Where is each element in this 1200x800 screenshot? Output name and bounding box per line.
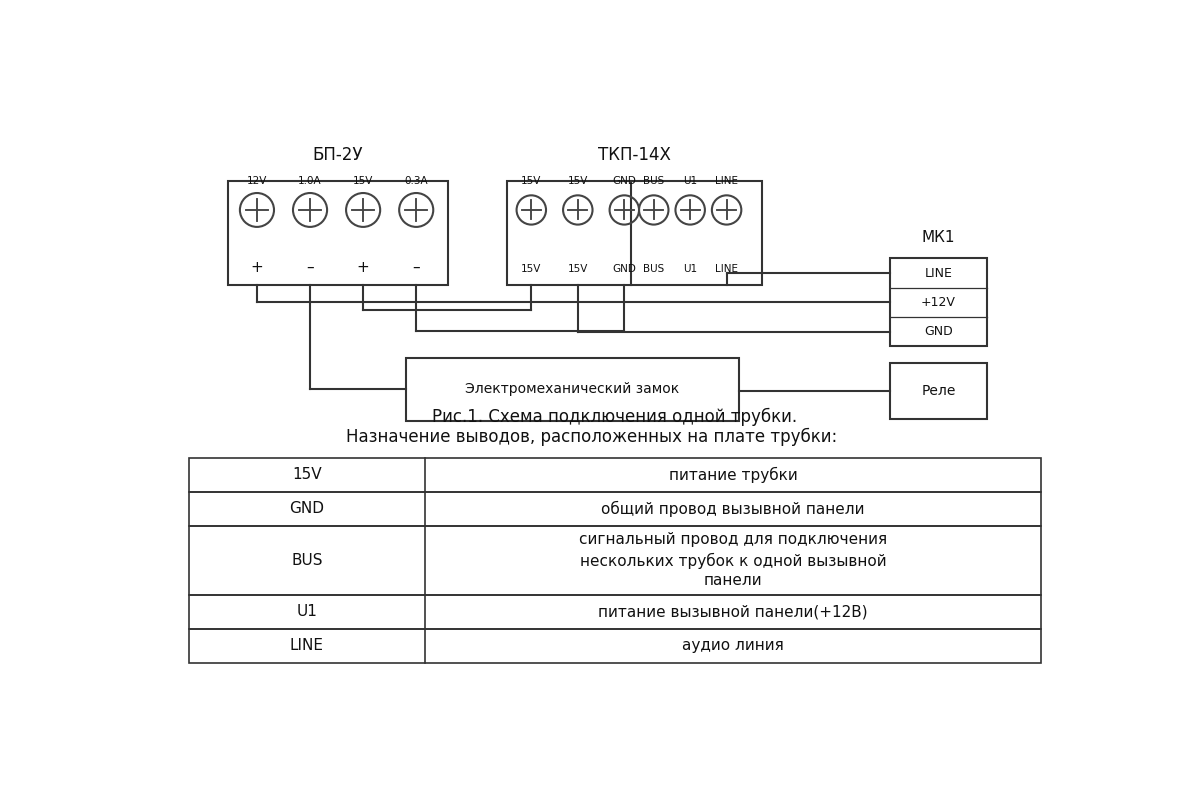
Text: Реле: Реле xyxy=(922,384,955,398)
Text: BUS: BUS xyxy=(643,176,665,186)
Bar xyxy=(890,258,986,346)
Text: Электромеханический замок: Электромеханический замок xyxy=(466,382,679,396)
Text: GND: GND xyxy=(612,176,636,186)
Text: Назначение выводов, расположенных на плате трубки:: Назначение выводов, расположенных на пла… xyxy=(346,428,838,446)
Bar xyxy=(188,595,1042,629)
Text: питание трубки: питание трубки xyxy=(668,466,798,483)
Bar xyxy=(188,526,1042,595)
Text: LINE: LINE xyxy=(715,264,738,274)
Text: 15V: 15V xyxy=(521,264,541,274)
Text: GND: GND xyxy=(289,502,324,516)
Text: –: – xyxy=(413,260,420,275)
Text: МК1: МК1 xyxy=(922,230,955,245)
Text: 15V: 15V xyxy=(521,176,541,186)
Text: –: – xyxy=(306,260,314,275)
Text: +12V: +12V xyxy=(922,296,956,309)
Bar xyxy=(890,363,986,418)
Bar xyxy=(506,181,762,285)
Text: БП-2У: БП-2У xyxy=(313,146,364,164)
Bar xyxy=(228,181,449,285)
Text: ТКП-14Х: ТКП-14Х xyxy=(598,146,671,164)
Text: +: + xyxy=(356,260,370,275)
Text: 15V: 15V xyxy=(568,264,588,274)
Text: общий провод вызывной панели: общий провод вызывной панели xyxy=(601,501,865,517)
Bar xyxy=(188,492,1042,526)
Bar xyxy=(188,458,1042,492)
Text: GND: GND xyxy=(924,325,953,338)
Text: питание вызывной панели(+12В): питание вызывной панели(+12В) xyxy=(599,605,868,619)
Text: 15V: 15V xyxy=(568,176,588,186)
Text: BUS: BUS xyxy=(643,264,665,274)
Text: 15V: 15V xyxy=(292,467,322,482)
Text: U1: U1 xyxy=(296,605,317,619)
Bar xyxy=(188,629,1042,662)
Text: 1.0A: 1.0A xyxy=(299,176,322,186)
Text: U1: U1 xyxy=(683,176,697,186)
Text: LINE: LINE xyxy=(715,176,738,186)
Text: 0.3A: 0.3A xyxy=(404,176,428,186)
Text: GND: GND xyxy=(612,264,636,274)
Bar xyxy=(406,358,739,421)
Text: сигнальный провод для подключения
нескольких трубок к одной вызывной
панели: сигнальный провод для подключения нескол… xyxy=(580,532,887,589)
Text: 12V: 12V xyxy=(247,176,268,186)
Text: 15V: 15V xyxy=(353,176,373,186)
Text: Рис.1. Схема подключения одной трубки.: Рис.1. Схема подключения одной трубки. xyxy=(432,407,798,426)
Text: LINE: LINE xyxy=(290,638,324,654)
Text: +: + xyxy=(251,260,263,275)
Text: аудио линия: аудио линия xyxy=(683,638,784,654)
Text: U1: U1 xyxy=(683,264,697,274)
Text: LINE: LINE xyxy=(925,266,953,280)
Text: BUS: BUS xyxy=(292,553,323,568)
